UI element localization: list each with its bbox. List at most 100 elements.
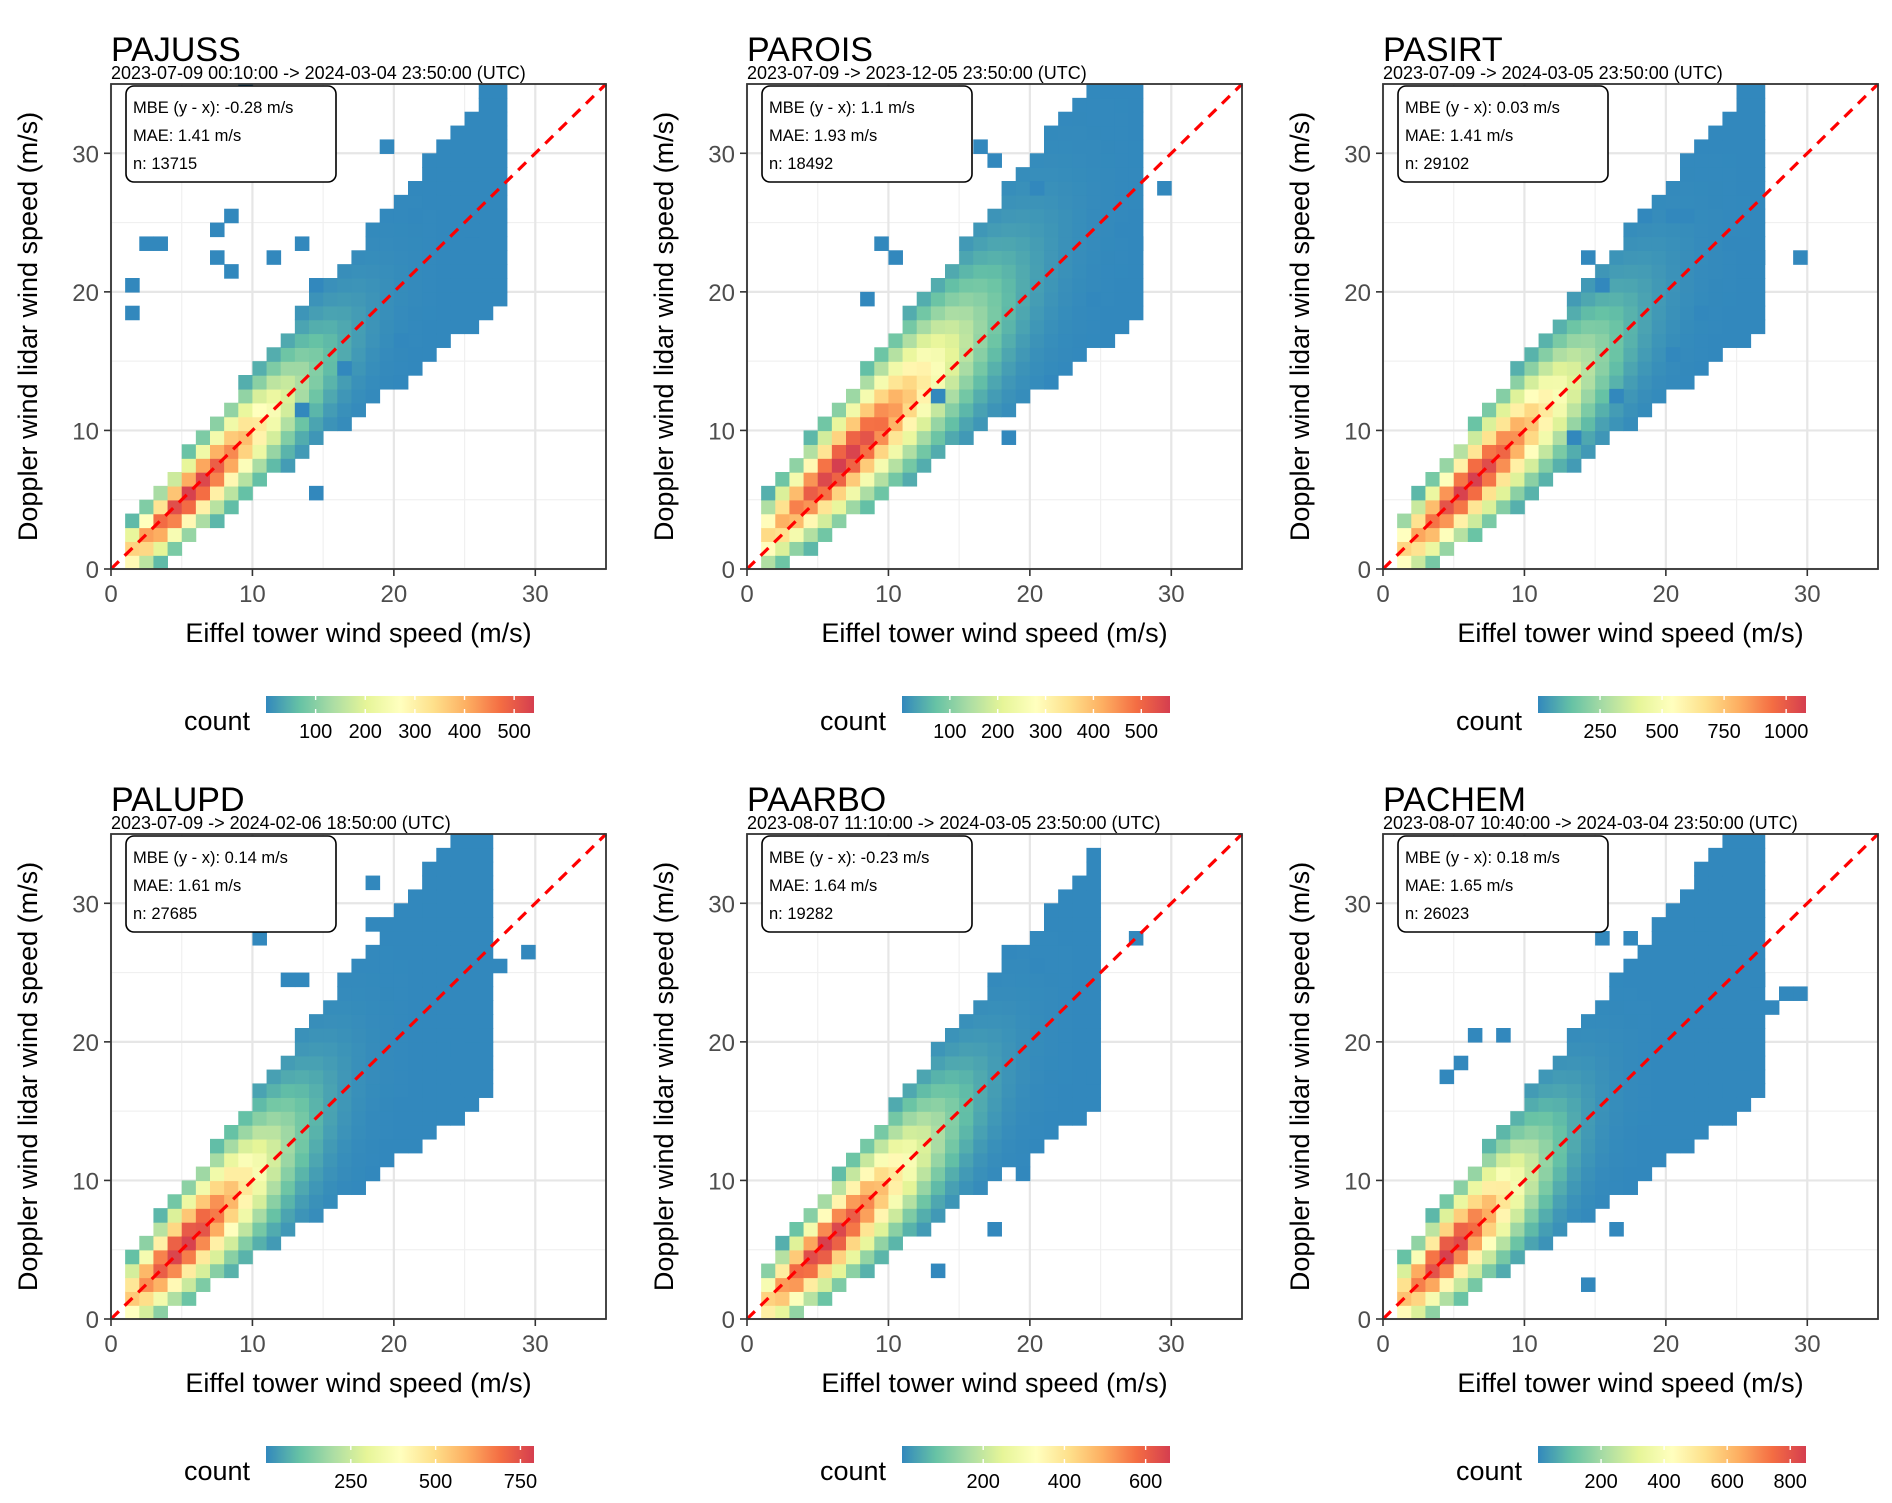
heatmap-cell xyxy=(1524,458,1539,473)
heatmap-cell xyxy=(1524,1235,1539,1251)
heatmap-cell xyxy=(252,1208,267,1223)
heatmap-cell xyxy=(1453,513,1469,529)
heatmap-cell xyxy=(775,541,790,556)
heatmap-cell xyxy=(252,1194,267,1209)
heatmap-cell xyxy=(351,250,366,265)
heatmap-cell xyxy=(831,430,847,445)
heatmap-cell xyxy=(436,291,451,307)
colorbar-tick-label: 100 xyxy=(299,721,332,743)
heatmap-cell xyxy=(1439,1208,1455,1223)
heatmap-cell xyxy=(860,1249,875,1265)
heatmap-cell xyxy=(309,388,324,404)
heatmap-cell xyxy=(181,458,197,473)
heatmap-cell xyxy=(1453,1222,1469,1237)
heatmap-cell xyxy=(1001,1152,1017,1168)
heatmap-cell xyxy=(1680,153,1695,168)
heatmap-cell xyxy=(478,264,494,279)
heatmap-cell xyxy=(1538,430,1554,445)
heatmap-cell xyxy=(1482,1263,1497,1279)
heatmap-cell xyxy=(1708,1028,1723,1043)
heatmap-cell xyxy=(1524,1152,1539,1168)
heatmap-cell xyxy=(761,1305,776,1320)
heatmap-cell xyxy=(888,402,903,418)
heatmap-cell xyxy=(930,1138,946,1154)
heatmap-cell xyxy=(1114,84,1130,99)
heatmap-cell xyxy=(1623,388,1638,404)
heatmap-cell xyxy=(1044,305,1059,321)
heatmap-cell xyxy=(379,319,395,335)
heatmap-cell xyxy=(1637,1069,1653,1085)
heatmap-cell xyxy=(1722,903,1737,918)
heatmap-cell xyxy=(1665,1097,1681,1112)
heatmap-cell xyxy=(1694,1055,1709,1071)
heatmap-cell xyxy=(422,875,437,891)
heatmap-cell xyxy=(1086,917,1101,932)
heatmap-cell xyxy=(1566,444,1582,459)
heatmap-cell xyxy=(1058,1083,1073,1098)
heatmap-cell xyxy=(1581,402,1596,418)
heatmap-cell xyxy=(1708,194,1723,210)
heatmap-cell xyxy=(224,1249,239,1265)
heatmap-cell xyxy=(351,1138,366,1154)
heatmap-cell xyxy=(945,1097,960,1112)
heatmap-cell xyxy=(309,305,324,321)
panel-title: PALUPD xyxy=(111,781,245,819)
panel-title: PAJUSS xyxy=(111,31,241,69)
heatmap-cell xyxy=(422,1014,437,1029)
heatmap-cell xyxy=(337,1000,352,1015)
x-tick-label: 0 xyxy=(1376,1331,1389,1358)
heatmap-cell xyxy=(464,278,480,293)
heatmap-cells xyxy=(761,84,1172,570)
heatmap-cell xyxy=(181,1291,197,1306)
heatmap-cell xyxy=(1100,194,1116,210)
heatmap-cell xyxy=(294,430,310,445)
heatmap-cell xyxy=(817,1222,833,1237)
y-tick-label: 0 xyxy=(1358,1307,1371,1334)
heatmap-cell xyxy=(379,347,395,362)
heatmap-cell xyxy=(139,1249,154,1265)
heatmap-cell xyxy=(436,972,451,988)
heatmap-cell xyxy=(987,1097,1002,1112)
heatmap-cell xyxy=(252,1180,267,1195)
heatmap-cell xyxy=(1058,944,1073,960)
panel-subtitle: 2023-07-09 -> 2024-02-06 18:50:00 (UTC) xyxy=(111,813,451,833)
heatmap-cell xyxy=(422,1125,437,1140)
heatmap-cell xyxy=(1680,1097,1695,1112)
heatmap-cell xyxy=(1453,499,1469,515)
heatmap-cell xyxy=(1510,1208,1525,1223)
heatmap-cell xyxy=(238,1138,253,1154)
heatmap-cell xyxy=(1637,236,1653,251)
legend-title: count xyxy=(820,1456,887,1486)
heatmap-cell xyxy=(1001,375,1017,390)
heatmap-cell xyxy=(1722,305,1737,321)
heatmap-cell xyxy=(365,1138,381,1154)
heatmap-cell xyxy=(1482,1138,1497,1154)
heatmap-cell xyxy=(1538,458,1554,473)
heatmap-cell xyxy=(1015,361,1031,376)
heatmap-cell xyxy=(1128,305,1144,321)
colorbar-tick-label: 500 xyxy=(1645,721,1678,743)
heatmap-cell xyxy=(1072,347,1087,362)
heatmap-cell xyxy=(464,194,480,210)
heatmap-cell xyxy=(379,208,395,224)
heatmap-cell xyxy=(139,236,154,251)
heatmap-cell xyxy=(789,472,804,487)
heatmap-cell xyxy=(294,1041,310,1057)
heatmap-cell xyxy=(1114,208,1130,224)
heatmap-cell xyxy=(1524,402,1539,418)
heatmap-cell xyxy=(1552,1208,1568,1223)
heatmap-cell xyxy=(1496,472,1511,487)
heatmap-cell xyxy=(1086,1014,1101,1029)
heatmap-cell xyxy=(1086,139,1101,154)
heatmap-cell xyxy=(902,458,918,473)
heatmap-cell xyxy=(238,388,253,404)
heatmap-cell xyxy=(1722,167,1737,182)
heatmap-cell xyxy=(775,513,790,529)
heatmap-cell xyxy=(1609,1000,1624,1015)
heatmap-cell xyxy=(1015,264,1031,279)
colorbar-tick-label: 600 xyxy=(1129,1471,1162,1493)
heatmap-cell xyxy=(1029,931,1045,946)
heatmap-cell xyxy=(1665,222,1681,238)
heatmap-cell xyxy=(1750,875,1766,891)
heatmap-cell xyxy=(945,278,960,293)
